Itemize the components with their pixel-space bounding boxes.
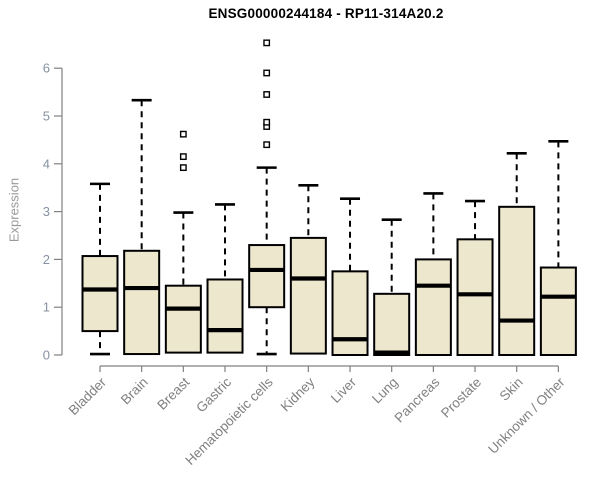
svg-text:4: 4: [43, 156, 50, 171]
svg-text:Breast: Breast: [154, 374, 192, 412]
svg-text:5: 5: [43, 109, 50, 124]
svg-text:Skin: Skin: [497, 375, 526, 404]
svg-text:2: 2: [43, 252, 50, 267]
svg-text:3: 3: [43, 204, 50, 219]
svg-text:Prostate: Prostate: [438, 375, 484, 421]
svg-text:1: 1: [43, 300, 50, 315]
svg-text:Lung: Lung: [369, 375, 401, 407]
svg-text:Gastric: Gastric: [193, 374, 234, 415]
svg-text:6: 6: [43, 61, 50, 76]
svg-text:Unknown / Other: Unknown / Other: [485, 374, 568, 457]
chart-title: ENSG00000244184 - RP11-314A20.2: [208, 6, 444, 21]
svg-text:Pancreas: Pancreas: [392, 374, 443, 425]
svg-text:Brain: Brain: [118, 375, 151, 408]
svg-text:0: 0: [43, 348, 50, 363]
svg-text:Bladder: Bladder: [66, 374, 110, 418]
svg-text:Kidney: Kidney: [278, 374, 318, 414]
svg-text:Liver: Liver: [328, 374, 360, 406]
